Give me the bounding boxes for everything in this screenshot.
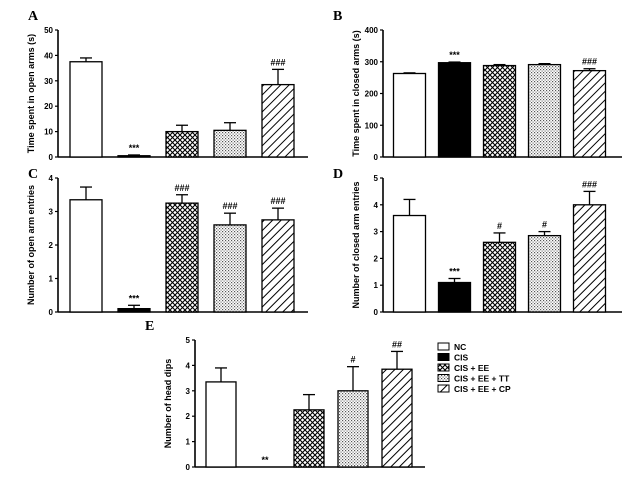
bar bbox=[381, 368, 413, 468]
panel-letter: C bbox=[28, 167, 38, 182]
legend-swatch bbox=[437, 353, 450, 361]
y-tick-label: 0 bbox=[374, 153, 379, 162]
significance-label: *** bbox=[129, 143, 140, 153]
significance-label: # bbox=[350, 355, 355, 365]
y-tick-label: 100 bbox=[365, 121, 379, 130]
y-tick-label: 2 bbox=[49, 241, 54, 250]
y-axis-label: Number of closed arm entries bbox=[351, 181, 361, 308]
y-tick-label: 5 bbox=[186, 336, 191, 345]
bar bbox=[482, 64, 517, 158]
significance-label: # bbox=[497, 221, 502, 231]
y-axis-label: Number of head dips bbox=[163, 359, 173, 449]
panel-letter: B bbox=[333, 9, 342, 24]
y-axis-label: Number of open arm entries bbox=[26, 185, 36, 305]
panel-letter: D bbox=[333, 167, 343, 182]
y-tick-label: 20 bbox=[44, 102, 53, 111]
bar bbox=[165, 202, 199, 313]
significance-label: ### bbox=[582, 179, 597, 189]
legend-swatch bbox=[437, 374, 450, 382]
y-tick-label: 5 bbox=[374, 174, 379, 183]
significance-label: *** bbox=[449, 267, 460, 277]
bar bbox=[293, 409, 325, 468]
bar bbox=[205, 381, 237, 468]
y-tick-label: 2 bbox=[374, 254, 379, 263]
y-axis-label: Time spent in open arms (s) bbox=[26, 34, 36, 153]
y-tick-label: 2 bbox=[186, 412, 191, 421]
y-tick-label: 0 bbox=[49, 153, 54, 162]
y-tick-label: 200 bbox=[365, 90, 379, 99]
y-tick-label: 30 bbox=[44, 77, 53, 86]
bar bbox=[165, 130, 199, 158]
y-tick-label: 40 bbox=[44, 51, 53, 60]
legend-swatch bbox=[437, 363, 450, 372]
y-tick-label: 0 bbox=[49, 308, 54, 317]
y-tick-label: 4 bbox=[374, 201, 379, 210]
bar bbox=[527, 234, 562, 313]
y-tick-label: 0 bbox=[374, 308, 379, 317]
bar bbox=[437, 62, 472, 158]
bar bbox=[572, 204, 607, 313]
y-tick-label: 1 bbox=[374, 281, 379, 290]
significance-label: ### bbox=[270, 57, 285, 67]
panel-letter: A bbox=[28, 9, 39, 24]
y-tick-label: 4 bbox=[49, 174, 54, 183]
bar bbox=[261, 219, 295, 313]
bar bbox=[392, 72, 427, 158]
panel-c: C 0 1 2 3 4 Number of open arm entries *** ### ##… bbox=[26, 167, 308, 317]
y-tick-label: 50 bbox=[44, 26, 53, 35]
panel-a: A 0 10 20 30 40 50 Time spent in open arms (s) *… bbox=[26, 9, 308, 162]
y-tick-label: 400 bbox=[365, 26, 379, 35]
bar bbox=[261, 83, 295, 158]
significance-label: ### bbox=[174, 183, 189, 193]
bar bbox=[117, 155, 151, 158]
significance-label: *** bbox=[129, 293, 140, 303]
y-tick-label: 4 bbox=[186, 361, 191, 370]
y-tick-label: 1 bbox=[49, 275, 54, 284]
bar bbox=[69, 199, 103, 313]
y-axis-label: Time spent in closed arms (s) bbox=[351, 30, 361, 156]
legend-swatch bbox=[437, 342, 450, 351]
legend-label: NC bbox=[454, 342, 466, 352]
significance-label: ## bbox=[392, 339, 402, 349]
y-tick-label: 3 bbox=[186, 387, 191, 396]
y-tick-label: 10 bbox=[44, 128, 53, 137]
panel-b: B 0 100 200 300 400 Time spent in closed arms … bbox=[333, 9, 622, 162]
significance-label: # bbox=[542, 220, 547, 230]
panel-letter: E bbox=[145, 319, 154, 334]
bar bbox=[213, 224, 247, 313]
bar bbox=[69, 61, 103, 158]
y-tick-label: 1 bbox=[186, 438, 191, 447]
y-tick-label: 3 bbox=[374, 228, 379, 237]
legend-label: CIS + EE + TT bbox=[454, 374, 510, 384]
legend-label: CIS + EE bbox=[454, 363, 490, 373]
bar bbox=[213, 129, 247, 158]
significance-label: ### bbox=[222, 201, 237, 211]
y-tick-label: 3 bbox=[49, 208, 54, 217]
significance-label: ### bbox=[582, 57, 597, 67]
y-tick-label: 0 bbox=[186, 463, 191, 472]
bar bbox=[482, 241, 517, 313]
legend-swatch bbox=[437, 384, 450, 393]
y-tick-label: 300 bbox=[365, 58, 379, 67]
legend-label: CIS bbox=[454, 353, 469, 363]
bar bbox=[572, 69, 607, 158]
significance-label: *** bbox=[449, 50, 460, 60]
significance-label: ** bbox=[261, 455, 269, 465]
bar bbox=[527, 63, 562, 158]
bar bbox=[392, 214, 427, 313]
legend-label: CIS + EE + CP bbox=[454, 384, 511, 394]
significance-label: ### bbox=[270, 196, 285, 206]
bar bbox=[437, 281, 472, 313]
bar bbox=[117, 307, 151, 313]
bar bbox=[337, 390, 369, 468]
